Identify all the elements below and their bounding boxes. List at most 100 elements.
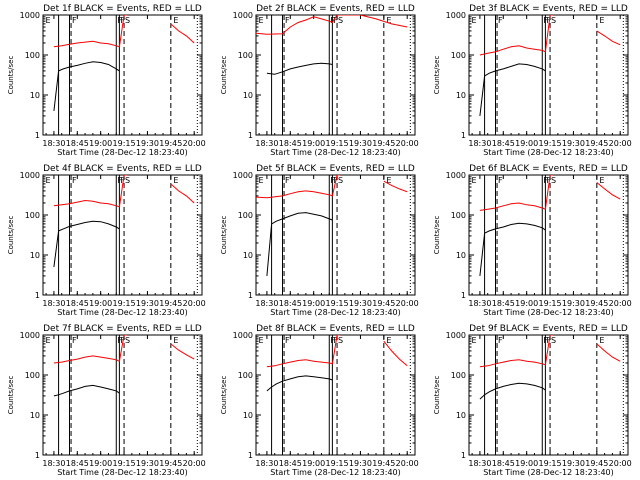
x-tick-label: 19:15 [113, 139, 136, 148]
x-tick-label: 18:45 [66, 139, 89, 148]
y-tick-label: 100 [451, 51, 466, 60]
x-tick-label: 18:30 [42, 299, 65, 308]
x-tick-label: 19:00 [515, 299, 538, 308]
event-marker-label: F [72, 176, 77, 185]
event-marker-label: E [386, 176, 391, 185]
x-tick-label: 19:30 [562, 299, 585, 308]
y-tick-label: 10 [456, 251, 466, 260]
event-marker-label: E [46, 176, 51, 185]
event-marker-label: S [551, 16, 556, 25]
x-tick-label: 18:45 [279, 459, 302, 468]
x-tick-label: 18:30 [42, 139, 65, 148]
x-tick-label: 19:00 [302, 139, 325, 148]
x-tick-label: 18:45 [279, 299, 302, 308]
series-lld-line [479, 335, 621, 368]
series-events-line [53, 61, 120, 111]
event-marker-label: F [330, 176, 335, 185]
y-axis-label: Counts/sec [220, 216, 228, 255]
event-marker-label: S [125, 176, 130, 185]
x-tick-label: 18:30 [42, 459, 65, 468]
event-marker-label: E [599, 16, 604, 25]
y-tick-label: 10 [30, 91, 40, 100]
y-axis-label: Counts/sec [220, 376, 228, 415]
chart-title: Det 7f BLACK = Events, RED = LLD [43, 324, 202, 334]
y-tick-label: 1000 [446, 331, 466, 340]
event-marker-label: F [117, 176, 122, 185]
event-marker-label: S [338, 16, 343, 25]
x-tick-label: 18:30 [255, 299, 278, 308]
x-tick-label: 18:30 [255, 139, 278, 148]
event-marker-label: F [330, 336, 335, 345]
y-tick-label: 1000 [20, 11, 40, 20]
detector-panel: Det 1f BLACK = Events, RED = LLD Counts/s… [7, 4, 206, 157]
x-tick-label: 19:30 [562, 459, 585, 468]
x-tick-label: 20:00 [183, 299, 206, 308]
y-axis-label: Counts/sec [7, 56, 15, 95]
x-tick-label: 18:45 [492, 139, 515, 148]
chart-title: Det 8f BLACK = Events, RED = LLD [256, 324, 415, 334]
x-tick-label: 19:30 [562, 139, 585, 148]
x-axis-label: Start Time (28-Dec-12 18:23:40) [270, 148, 401, 157]
x-tick-label: 20:00 [396, 139, 419, 148]
x-tick-label: 19:30 [136, 299, 159, 308]
event-marker-label: E [173, 336, 178, 345]
event-marker-label: F [285, 336, 290, 345]
y-tick-label: 100 [25, 211, 40, 220]
y-tick-label: 1000 [446, 11, 466, 20]
detector-panel: Det 2f BLACK = Events, RED = LLD Counts/s… [220, 4, 419, 157]
x-tick-label: 19:45 [159, 139, 182, 148]
x-tick-label: 19:45 [585, 299, 608, 308]
plot-frame [42, 334, 203, 456]
y-tick-label: 100 [238, 211, 253, 220]
y-tick-label: 1 [461, 451, 466, 460]
detector-panel: Det 5f BLACK = Events, RED = LLD Counts/s… [220, 164, 419, 317]
y-tick-label: 1000 [233, 331, 253, 340]
x-tick-label: 19:15 [539, 459, 562, 468]
x-tick-label: 19:00 [515, 459, 538, 468]
x-tick-label: 18:30 [468, 139, 491, 148]
event-marker-label: F [330, 16, 335, 25]
x-tick-label: 19:15 [539, 299, 562, 308]
x-tick-label: 19:30 [349, 299, 372, 308]
y-axis-label: Counts/sec [433, 376, 441, 415]
detector-panel: Det 6f BLACK = Events, RED = LLD Counts/s… [433, 164, 632, 317]
y-tick-label: 10 [243, 411, 253, 420]
x-tick-label: 18:30 [255, 459, 278, 468]
x-tick-label: 20:00 [183, 139, 206, 148]
y-tick-label: 100 [238, 51, 253, 60]
x-tick-label: 20:00 [609, 459, 632, 468]
y-tick-label: 100 [238, 371, 253, 380]
chart-title: Det 6f BLACK = Events, RED = LLD [469, 164, 628, 174]
y-tick-label: 1 [461, 291, 466, 300]
x-axis-label: Start Time (28-Dec-12 18:23:40) [57, 148, 188, 157]
event-marker-label: E [173, 176, 178, 185]
x-axis-label: Start Time (28-Dec-12 18:23:40) [57, 468, 188, 477]
x-tick-label: 19:15 [113, 459, 136, 468]
plot-frame [255, 174, 416, 296]
event-marker-label: F [498, 16, 503, 25]
x-tick-label: 19:00 [515, 139, 538, 148]
x-axis-label: Start Time (28-Dec-12 18:23:40) [270, 468, 401, 477]
event-marker-label: F [543, 16, 548, 25]
plot-frame [468, 174, 629, 296]
event-marker-label: E [46, 16, 51, 25]
y-tick-label: 10 [456, 411, 466, 420]
series-events-line [479, 382, 546, 400]
x-tick-label: 19:15 [539, 139, 562, 148]
detector-panel: Det 3f BLACK = Events, RED = LLD Counts/s… [433, 4, 632, 157]
event-marker-label: E [599, 176, 604, 185]
event-marker-label: E [259, 336, 264, 345]
event-marker-label: S [338, 336, 343, 345]
event-marker-label: E [46, 336, 51, 345]
y-tick-label: 1 [248, 291, 253, 300]
plot-frame [42, 14, 203, 136]
y-tick-label: 1000 [20, 331, 40, 340]
event-marker-label: F [72, 16, 77, 25]
y-tick-label: 10 [243, 251, 253, 260]
series-lld-line [479, 175, 621, 211]
x-tick-label: 19:00 [89, 139, 112, 148]
event-marker-label: F [117, 16, 122, 25]
series-lld-line [53, 335, 195, 364]
event-marker-label: F [498, 336, 503, 345]
x-tick-label: 18:30 [468, 459, 491, 468]
